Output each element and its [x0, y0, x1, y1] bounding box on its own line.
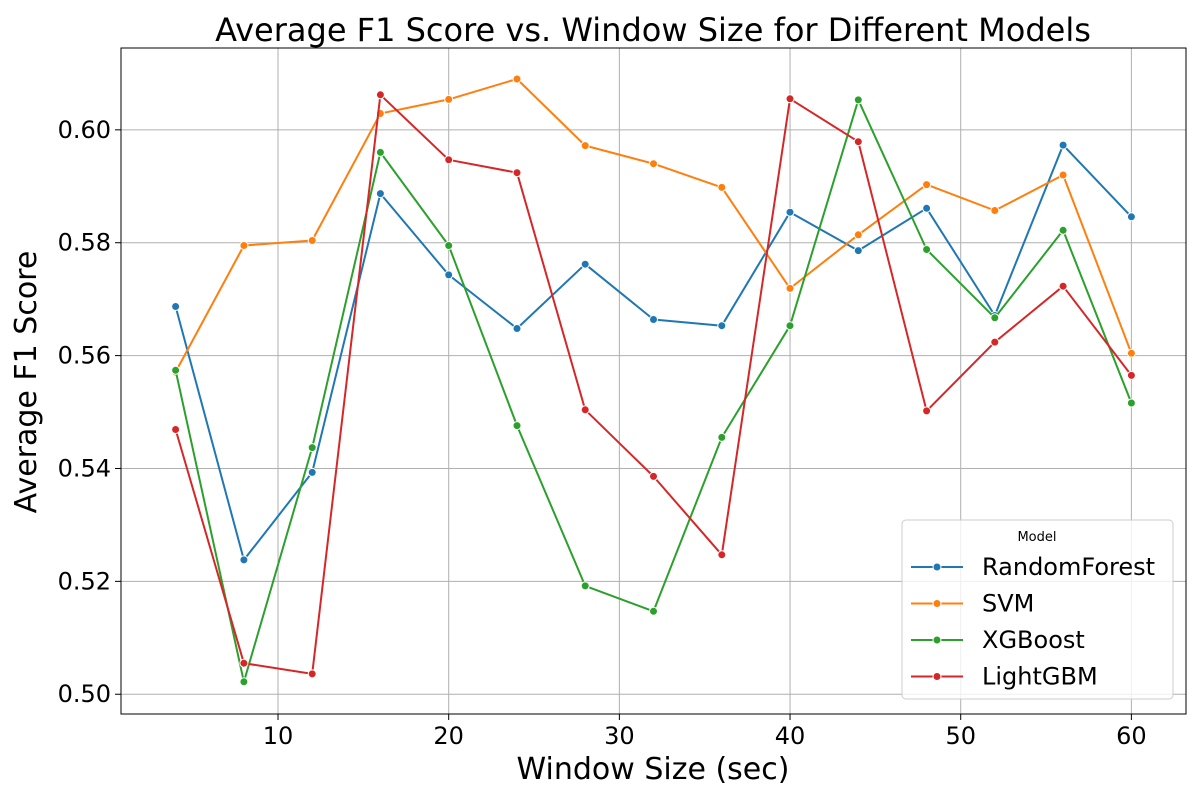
- y-tick-label: 0.56: [58, 342, 111, 370]
- x-tick-label: 50: [945, 722, 976, 750]
- legend-title: Model: [1017, 530, 1056, 545]
- legend-marker: [932, 635, 942, 645]
- legend: Model RandomForest SVM XGBoost LightGBM: [901, 519, 1174, 700]
- data-point-xgboost: [1058, 225, 1068, 235]
- y-tick-label: 0.50: [58, 680, 111, 708]
- data-point-xgboost: [171, 365, 181, 375]
- data-point-svm: [922, 180, 932, 190]
- legend-label: LightGBM: [982, 663, 1098, 691]
- data-point-svm: [444, 94, 454, 104]
- data-point-randomforest: [444, 270, 454, 280]
- data-point-lightgbm: [853, 137, 863, 147]
- legend-item-xgboost: XGBoost: [911, 626, 1085, 654]
- data-point-xgboost: [512, 421, 522, 431]
- ticks: 10 20 30 40 50 60 0.50 0.52 0.54 0.56 0.58 0.60: [58, 116, 1147, 750]
- data-point-svm: [307, 236, 317, 245]
- data-point-svm: [512, 74, 522, 84]
- data-point-xgboost: [990, 313, 1000, 323]
- data-point-svm: [1126, 348, 1136, 358]
- y-tick-label: 0.58: [58, 229, 111, 257]
- data-point-randomforest: [717, 321, 727, 331]
- data-point-lightgbm: [1058, 281, 1068, 291]
- plot-frame: [120, 47, 1187, 715]
- data-point-lightgbm: [580, 405, 590, 415]
- data-point-randomforest: [1058, 140, 1068, 150]
- data-point-xgboost: [444, 241, 454, 250]
- data-point-randomforest: [649, 315, 658, 324]
- x-tick-label: 30: [604, 722, 635, 750]
- y-tick-label: 0.60: [58, 116, 111, 144]
- data-point-xgboost: [717, 432, 727, 442]
- data-point-lightgbm: [512, 168, 522, 178]
- chart-title: Average F1 Score vs. Window Size for Dif…: [215, 11, 1091, 49]
- data-point-lightgbm: [444, 155, 454, 165]
- series-layer: [171, 74, 1136, 687]
- data-point-svm: [717, 182, 727, 192]
- legend-items: RandomForest SVM XGBoost LightGBM: [911, 553, 1155, 691]
- data-point-xgboost: [649, 606, 658, 616]
- legend-label: SVM: [982, 590, 1034, 618]
- data-point-svm: [580, 141, 590, 151]
- data-point-svm: [239, 241, 249, 250]
- data-point-xgboost: [922, 245, 932, 254]
- legend-marker: [932, 599, 942, 608]
- legend-item-lightgbm: LightGBM: [911, 663, 1098, 691]
- grid: [121, 48, 1186, 714]
- data-point-lightgbm: [307, 669, 317, 679]
- data-point-randomforest: [512, 324, 522, 333]
- data-point-randomforest: [239, 555, 249, 565]
- data-point-randomforest: [785, 207, 795, 217]
- data-point-randomforest: [171, 302, 181, 311]
- data-point-xgboost: [1126, 398, 1136, 408]
- y-tick-label: 0.54: [58, 454, 111, 482]
- data-point-lightgbm: [717, 550, 727, 560]
- data-point-lightgbm: [990, 337, 1000, 347]
- data-point-randomforest: [375, 189, 385, 199]
- series-xgboost: [171, 95, 1136, 687]
- legend-box: [901, 519, 1174, 700]
- data-point-svm: [649, 159, 658, 169]
- data-point-svm: [785, 283, 795, 293]
- data-point-lightgbm: [171, 425, 181, 434]
- data-point-lightgbm: [649, 471, 658, 481]
- data-point-lightgbm: [785, 94, 795, 104]
- legend-item-randomforest: RandomForest: [911, 553, 1155, 581]
- legend-label: RandomForest: [982, 553, 1155, 581]
- legend-item-svm: SVM: [911, 590, 1034, 618]
- data-point-xgboost: [307, 443, 317, 453]
- data-point-randomforest: [853, 246, 863, 256]
- data-point-xgboost: [785, 321, 795, 331]
- x-tick-label: 40: [775, 722, 806, 750]
- data-point-randomforest: [1126, 212, 1136, 222]
- data-point-randomforest: [922, 203, 932, 213]
- data-point-lightgbm: [1126, 370, 1136, 380]
- data-point-svm: [1058, 170, 1068, 180]
- data-point-svm: [853, 230, 863, 240]
- y-tick-label: 0.52: [58, 567, 111, 595]
- data-point-randomforest: [580, 259, 590, 269]
- data-point-xgboost: [580, 581, 590, 591]
- data-point-xgboost: [239, 677, 249, 687]
- x-tick-label: 60: [1116, 722, 1147, 750]
- series-svm: [171, 74, 1136, 377]
- y-axis-label: Average F1 Score: [9, 251, 44, 514]
- data-point-lightgbm: [922, 406, 932, 416]
- data-point-svm: [990, 206, 1000, 215]
- data-point-lightgbm: [239, 658, 249, 668]
- x-tick-label: 10: [263, 722, 294, 750]
- data-point-randomforest: [307, 467, 317, 477]
- data-point-xgboost: [375, 147, 385, 157]
- series-line-svm: [174, 78, 1133, 373]
- series-randomforest: [171, 140, 1136, 565]
- x-axis-label: Window Size (sec): [517, 752, 790, 787]
- data-point-xgboost: [853, 95, 863, 105]
- data-point-lightgbm: [375, 90, 385, 100]
- series-lightgbm: [171, 90, 1136, 679]
- legend-marker: [932, 562, 942, 572]
- legend-marker: [932, 672, 942, 681]
- legend-label: XGBoost: [982, 626, 1085, 654]
- x-tick-label: 20: [433, 722, 464, 750]
